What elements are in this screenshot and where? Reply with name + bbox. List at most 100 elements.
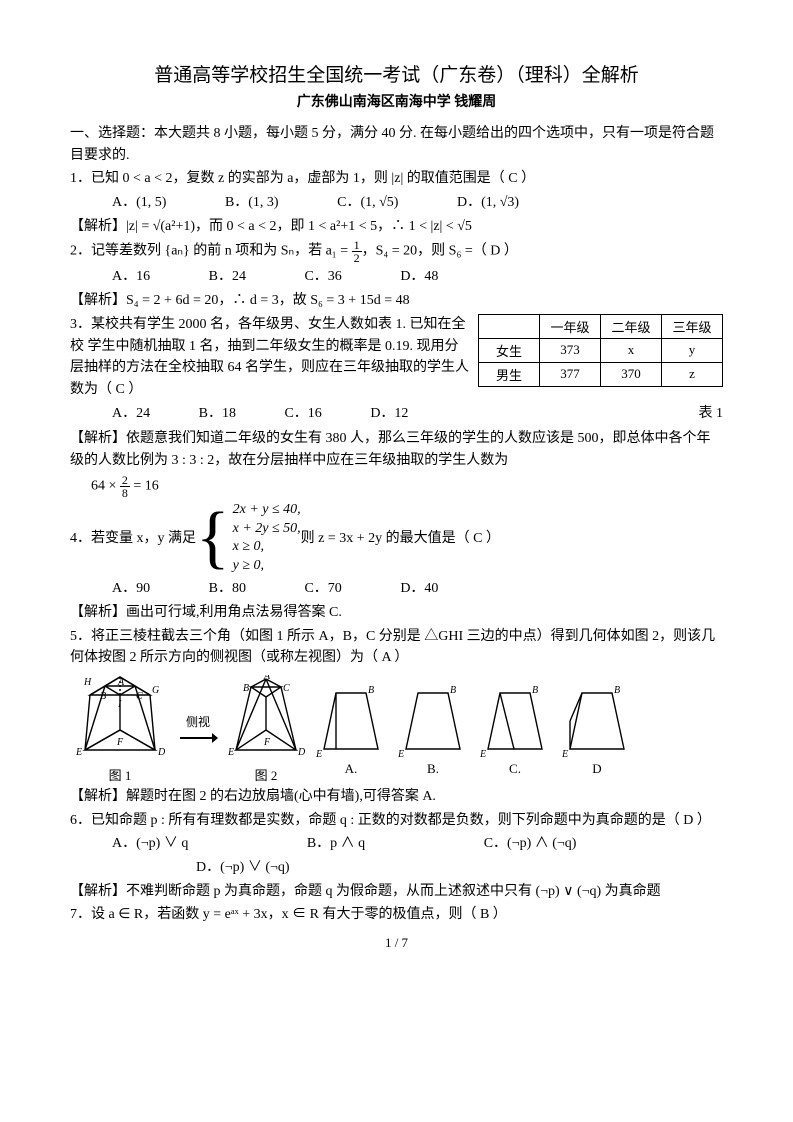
q2-text: 2．记等差数列 {aₙ} 的前 n 项和为 Sₙ，若 a₁ = 12，S₄ = …: [70, 239, 723, 264]
q5-text: 5．将正三棱柱截去三个角（如图 1 所示 A，B，C 分别是 △GHI 三边的中…: [70, 626, 723, 669]
q3-table: 一年级 二年级 三年级 女生 373 x y 男生 377 370 z: [478, 314, 723, 387]
q6-solution: 【解析】不难判断命题 p 为真命题，命题 q 为假命题，从而上述叙述中只有 (¬…: [70, 881, 723, 903]
q6-opt-d: D．(¬p) ∨ (¬q): [196, 860, 290, 875]
q7-text: 7．设 a ∈ R，若函数 y = eᵃˣ + 3x，x ∈ R 有大于零的极值…: [70, 904, 723, 926]
q4-opt-a: A．90: [112, 578, 150, 600]
q3-opt-a: A．24: [112, 403, 150, 425]
page-subtitle: 广东佛山南海区南海中学 钱耀周: [70, 91, 723, 111]
q5-opt-a-label: A.: [314, 761, 388, 777]
q2-options: A．16 B．24 C．36 D．48: [112, 266, 723, 288]
table-row: 女生 373 x y: [479, 338, 723, 362]
svg-text:B: B: [450, 685, 456, 696]
svg-text:E: E: [227, 747, 234, 758]
q5-opt-c-label: C.: [478, 761, 552, 777]
table-header: [479, 314, 540, 338]
q3-opt-b: B．18: [199, 403, 236, 425]
fig1-caption: 图 1: [70, 765, 170, 784]
q4-opt-d: D．40: [400, 578, 438, 600]
table-cell: z: [662, 362, 723, 386]
q1-solution: 【解析】|z| = √(a²+1)，而 0 < a < 2，即 1 < a²+1…: [70, 216, 723, 238]
table-row: 一年级 二年级 三年级: [479, 314, 723, 338]
page-title: 普通高等学校招生全国统一考试（广东卷）（理科）全解析: [70, 60, 723, 87]
q4-opt-c: C．70: [304, 578, 341, 600]
q6-opt-a: A．(¬p) ∨ q: [112, 833, 188, 855]
svg-text:D: D: [297, 747, 306, 758]
q5-figures: H A G B C I E F D 图 1 侧视: [70, 675, 723, 784]
q2-frac: 12: [352, 239, 362, 264]
figure-1: H A G B C I E F D 图 1: [70, 675, 170, 784]
svg-text:D: D: [157, 747, 166, 758]
q2-opt-c: C．36: [304, 266, 341, 288]
table-row: 男生 377 370 z: [479, 362, 723, 386]
svg-text:C: C: [136, 691, 143, 702]
q5-option-b-fig: B E B.: [396, 681, 470, 777]
svg-text:F: F: [263, 737, 271, 748]
table-cell: 男生: [479, 362, 540, 386]
q3-sol2: 64 × 28 = 16: [91, 474, 723, 499]
svg-text:C: C: [283, 683, 290, 694]
q5-option-c-fig: B E C.: [478, 681, 552, 777]
table-cell: x: [601, 338, 662, 362]
q1-options: A．(1, 5) B．(1, 3) C．(1, √5) D．(1, √3): [112, 192, 723, 214]
q4-solution: 【解析】画出可行域,利用角点法易得答案 C.: [70, 602, 723, 624]
q4-pre: 4．若变量 x，y 满足: [70, 528, 196, 550]
svg-text:E: E: [479, 749, 486, 759]
q6-text: 6．已知命题 p : 所有有理数都是实数，命题 q : 正数的对数都是负数，则下…: [70, 810, 723, 832]
q3-options: A．24 B．18 C．16 D．12 表 1: [112, 403, 723, 425]
q1-opt-c: C．(1, √5): [337, 192, 398, 214]
q2-opt-a: A．16: [112, 266, 150, 288]
fig2-caption: 图 2: [226, 765, 306, 784]
svg-text:A: A: [263, 675, 271, 682]
svg-text:E: E: [397, 749, 404, 759]
q4-block: 4．若变量 x，y 满足 { 2x + y ≤ 40, x + 2y ≤ 50,…: [70, 501, 723, 577]
page-footer: 1 / 7: [70, 935, 723, 951]
q5-opt-b-label: B.: [396, 761, 470, 777]
svg-text:B: B: [243, 683, 249, 694]
table-header: 三年级: [662, 314, 723, 338]
table-header: 一年级: [540, 314, 601, 338]
table-cell: 377: [540, 362, 601, 386]
svg-text:E: E: [75, 747, 82, 758]
svg-text:H: H: [83, 677, 92, 688]
table-header: 二年级: [601, 314, 662, 338]
brace-icon: {: [196, 503, 230, 573]
table-cell: y: [662, 338, 723, 362]
table-cell: 女生: [479, 338, 540, 362]
svg-text:B: B: [100, 691, 106, 702]
q2-solution: 【解析】S₄ = 2 + 6d = 20，∴ d = 3，故 S₆ = 3 + …: [70, 290, 723, 312]
q4-system: 2x + y ≤ 40, x + 2y ≤ 50, x ≥ 0, y ≥ 0,: [233, 501, 301, 577]
table-cell: 373: [540, 338, 601, 362]
q6-options-1: A．(¬p) ∨ q B．p ∧ q C．(¬p) ∧ (¬q): [112, 833, 723, 855]
q3-opt-c: C．16: [284, 403, 321, 425]
svg-text:B: B: [614, 685, 620, 696]
q2-text-a: 2．记等差数列 {aₙ} 的前 n 项和为 Sₙ，若 a₁ =: [70, 244, 352, 259]
svg-text:E: E: [315, 749, 322, 759]
q3-opt-d: D．12: [370, 403, 408, 425]
q1-opt-a: A．(1, 5): [112, 192, 166, 214]
q5-opt-d-label: D: [560, 761, 634, 777]
q1-opt-d: D．(1, √3): [457, 192, 519, 214]
svg-text:B: B: [368, 685, 374, 696]
q2-opt-d: D．48: [400, 266, 438, 288]
q5-solution: 【解析】解题时在图 2 的右边放扇墙(心中有墙),可得答案 A.: [70, 786, 723, 808]
q6-opt-b: B．p ∧ q: [307, 833, 365, 855]
q5-option-a-fig: B E A.: [314, 681, 388, 777]
q2-opt-b: B．24: [209, 266, 246, 288]
q2-text-b: ，S₄ = 20，则 S₆ =（ D ）: [362, 244, 518, 259]
svg-text:G: G: [152, 685, 159, 696]
svg-text:F: F: [116, 737, 124, 748]
q3-sol1: 【解析】依题意我们知道二年级的女生有 380 人，那么三年级的学生的人数应该是 …: [70, 428, 723, 471]
q4-opt-b: B．80: [209, 578, 246, 600]
q4-post: 则 z = 3x + 2y 的最大值是（ C ）: [301, 528, 500, 550]
svg-text:B: B: [532, 685, 538, 696]
arrow-icon: 侧视: [178, 713, 218, 746]
q5-option-d-fig: B E D: [560, 681, 634, 777]
q6-opt-c: C．(¬p) ∧ (¬q): [484, 833, 577, 855]
svg-text:A: A: [117, 677, 125, 688]
section-heading: 一、选择题：本大题共 8 小题，每小题 5 分，满分 40 分. 在每小题给出的…: [70, 123, 723, 166]
q1-opt-b: B．(1, 3): [225, 192, 279, 214]
table-cell: 370: [601, 362, 662, 386]
q3-tail: 表 1: [699, 403, 724, 425]
figure-2: A B C E F D 图 2: [226, 675, 306, 784]
q4-options: A．90 B．80 C．70 D．40: [112, 578, 723, 600]
